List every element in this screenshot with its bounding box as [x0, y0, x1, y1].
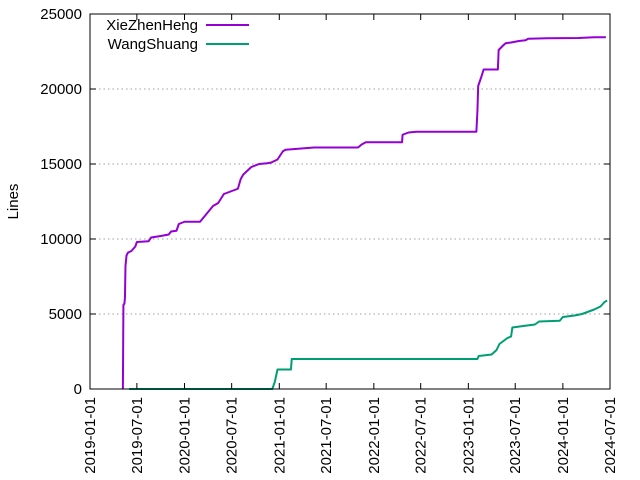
x-tick-label: 2019-07-01 [129, 397, 146, 474]
y-tick-label: 15000 [40, 156, 82, 173]
series-line-xiezhenheng [121, 36, 606, 390]
y-tick-label: 5000 [49, 306, 82, 323]
tick-layer: 0 5000 10000 15000 20000 25000 2019-01-01 2019-… [40, 6, 619, 474]
x-tick-label: 2024-07-01 [602, 397, 619, 474]
x-tick-label: 2019-01-01 [82, 397, 99, 474]
grid-layer [90, 88, 610, 315]
legend-label: XieZhenHeng [106, 17, 198, 34]
series-layer [121, 36, 608, 390]
x-tick-label: 2023-07-01 [507, 397, 524, 474]
x-tick-label: 2021-01-01 [271, 397, 288, 474]
y-tick-label: 0 [74, 381, 82, 398]
x-tick-label: 2022-07-01 [413, 397, 430, 474]
y-tick-label: 10000 [40, 231, 82, 248]
x-tick-label: 2022-01-01 [366, 397, 383, 474]
legend-label: WangShuang [108, 36, 198, 53]
x-tick-label: 2020-07-01 [224, 397, 241, 474]
x-tick-label: 2024-01-01 [555, 397, 572, 474]
series-line-wangshuang [129, 299, 608, 390]
y-tick-label: 20000 [40, 81, 82, 98]
x-tick-label: 2023-01-01 [460, 397, 477, 474]
plot-frame [89, 13, 611, 390]
y-tick-label: 25000 [40, 6, 82, 23]
x-tick-label: 2021-07-01 [318, 397, 335, 474]
x-tick-label: 2020-01-01 [177, 397, 194, 474]
legend: XieZhenHeng WangShuang [106, 17, 249, 53]
y-axis-label: Lines [5, 184, 22, 220]
